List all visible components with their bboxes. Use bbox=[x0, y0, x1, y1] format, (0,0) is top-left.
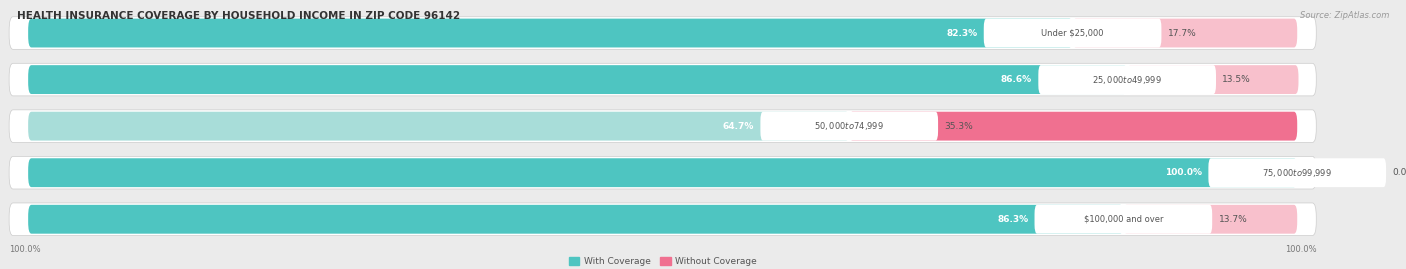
Text: 13.5%: 13.5% bbox=[1222, 75, 1251, 84]
Text: 64.7%: 64.7% bbox=[723, 122, 754, 131]
FancyBboxPatch shape bbox=[1208, 158, 1386, 187]
Text: 0.0%: 0.0% bbox=[1392, 168, 1406, 177]
Text: 100.0%: 100.0% bbox=[1166, 168, 1202, 177]
Text: 86.3%: 86.3% bbox=[997, 215, 1028, 224]
FancyBboxPatch shape bbox=[1123, 205, 1298, 234]
FancyBboxPatch shape bbox=[1035, 205, 1212, 234]
Text: 82.3%: 82.3% bbox=[946, 29, 977, 38]
FancyBboxPatch shape bbox=[28, 158, 1298, 187]
FancyBboxPatch shape bbox=[8, 17, 1316, 49]
FancyBboxPatch shape bbox=[1128, 65, 1299, 94]
FancyBboxPatch shape bbox=[1073, 19, 1298, 47]
FancyBboxPatch shape bbox=[761, 112, 938, 141]
FancyBboxPatch shape bbox=[8, 63, 1316, 96]
FancyBboxPatch shape bbox=[1038, 65, 1216, 94]
FancyBboxPatch shape bbox=[28, 19, 1073, 47]
FancyBboxPatch shape bbox=[984, 19, 1161, 47]
Text: 100.0%: 100.0% bbox=[8, 245, 41, 254]
Legend: With Coverage, Without Coverage: With Coverage, Without Coverage bbox=[565, 254, 761, 269]
Text: 100.0%: 100.0% bbox=[1285, 245, 1316, 254]
Text: Source: ZipAtlas.com: Source: ZipAtlas.com bbox=[1299, 11, 1389, 20]
Text: $75,000 to $99,999: $75,000 to $99,999 bbox=[1263, 167, 1333, 179]
Text: 86.6%: 86.6% bbox=[1001, 75, 1032, 84]
FancyBboxPatch shape bbox=[28, 65, 1128, 94]
Text: $100,000 and over: $100,000 and over bbox=[1084, 215, 1163, 224]
FancyBboxPatch shape bbox=[849, 112, 1298, 141]
Text: HEALTH INSURANCE COVERAGE BY HOUSEHOLD INCOME IN ZIP CODE 96142: HEALTH INSURANCE COVERAGE BY HOUSEHOLD I… bbox=[17, 11, 460, 21]
Text: $25,000 to $49,999: $25,000 to $49,999 bbox=[1092, 74, 1163, 86]
Text: 35.3%: 35.3% bbox=[945, 122, 973, 131]
FancyBboxPatch shape bbox=[8, 110, 1316, 143]
Text: Under $25,000: Under $25,000 bbox=[1042, 29, 1104, 38]
FancyBboxPatch shape bbox=[28, 112, 849, 141]
FancyBboxPatch shape bbox=[8, 203, 1316, 236]
Text: $50,000 to $74,999: $50,000 to $74,999 bbox=[814, 120, 884, 132]
Text: 17.7%: 17.7% bbox=[1168, 29, 1197, 38]
Text: 13.7%: 13.7% bbox=[1219, 215, 1247, 224]
FancyBboxPatch shape bbox=[8, 156, 1316, 189]
FancyBboxPatch shape bbox=[28, 205, 1123, 234]
